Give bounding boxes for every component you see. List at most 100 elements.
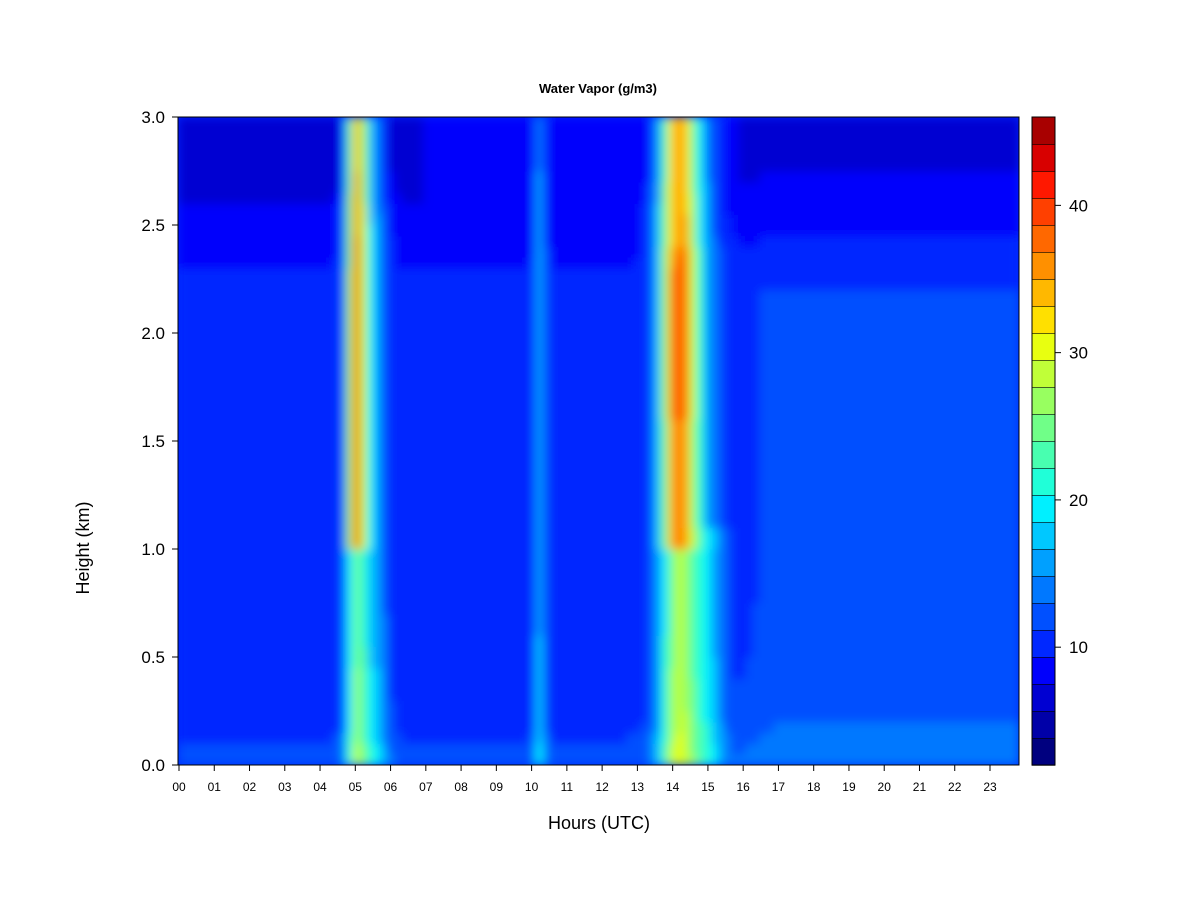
heatmap-cell [500,235,508,248]
heatmap-cell [325,667,333,680]
heatmap-cell [360,365,368,377]
heatmap-cell [339,138,347,150]
heatmap-cell [269,171,277,183]
heatmap-cell [213,754,221,765]
heatmap-cell [626,430,635,442]
heatmap-cell [633,419,642,431]
heatmap-cell [318,667,326,680]
heatmap-cell [192,732,200,744]
heatmap-cell [724,743,733,755]
heatmap-cell [710,246,719,258]
heatmap-cell [192,678,200,690]
heatmap-cell [591,397,600,410]
heatmap-cell [381,117,389,129]
heatmap-cell [262,700,270,712]
heatmap-cell [633,268,642,280]
heatmap-cell [598,592,607,604]
heatmap-cell [591,754,600,765]
heatmap-cell [465,235,473,248]
heatmap-cell [521,646,530,658]
heatmap-cell [472,505,480,518]
heatmap-cell [367,732,375,744]
heatmap-cell [486,300,494,312]
heatmap-cell [549,505,558,518]
heatmap-cell [416,689,424,701]
heatmap-cell [521,678,530,690]
heatmap-cell [465,214,473,226]
heatmap-cell [241,387,249,399]
heatmap-cell [465,117,473,129]
heatmap-cell [584,635,593,647]
heatmap-cell [689,505,698,518]
heatmap-cell [577,376,586,388]
heatmap-cell [325,322,333,334]
heatmap-cell [409,365,417,377]
heatmap-cell [472,689,480,701]
heatmap-cell [374,635,382,647]
heatmap-cell [332,613,340,626]
heatmap-cell [185,160,193,172]
heatmap-cell [227,441,235,453]
heatmap-cell [717,667,726,680]
heatmap-cell [325,711,333,723]
heatmap-cell [640,473,649,485]
heatmap-cell [213,721,221,734]
heatmap-cell [507,538,515,550]
heatmap-cell [178,527,186,539]
heatmap-cell [381,700,389,712]
heatmap-cell [451,322,459,334]
heatmap-cell [290,667,298,680]
heatmap-cell [409,203,417,215]
heatmap-cell [486,624,494,636]
heatmap-cell [521,570,530,582]
heatmap-cell [731,387,740,399]
heatmap-cell [661,235,670,248]
heatmap-cell [752,754,761,765]
heatmap-cell [304,127,312,140]
heatmap-cell [318,495,326,507]
heatmap-cell [514,192,523,204]
heatmap-cell [192,635,200,647]
heatmap-cell [213,354,221,366]
heatmap-cell [689,581,698,593]
heatmap-cell [199,257,207,269]
heatmap-cell [458,171,466,183]
heatmap-cell [248,505,256,518]
heatmap-cell [493,667,501,680]
heatmap-cell [430,538,438,550]
heatmap-cell [437,203,445,215]
heatmap-cell [626,592,635,604]
heatmap-cell [402,246,410,258]
heatmap-cell [479,559,487,572]
heatmap-cell [402,473,410,485]
heatmap-cell [360,603,368,615]
heatmap-cell [185,441,193,453]
heatmap-cell [619,311,628,323]
heatmap-cell [472,667,480,680]
heatmap-cell [682,289,691,302]
heatmap-cell [423,581,431,593]
heatmap-cell [325,678,333,690]
heatmap-cell [192,473,200,485]
heatmap-cell [626,235,635,248]
heatmap-cell [248,538,256,550]
heatmap-cell [353,322,361,334]
heatmap-cell [717,657,726,669]
heatmap-cell [325,646,333,658]
heatmap-cell [353,192,361,204]
heatmap-cell [339,430,347,442]
chart-title: Water Vapor (g/m3) [539,81,657,96]
heatmap-cell [220,311,228,323]
heatmap-cell [745,451,754,464]
heatmap-cell [745,160,754,172]
heatmap-cell [220,376,228,388]
heatmap-cell [409,171,417,183]
heatmap-cell [241,473,249,485]
heatmap-cell [710,516,719,528]
heatmap-cell [703,667,712,680]
heatmap-cell [206,257,214,269]
heatmap-cell [234,495,242,507]
heatmap-cell [199,484,207,496]
heatmap-cell [374,300,382,312]
heatmap-cell [612,311,621,323]
